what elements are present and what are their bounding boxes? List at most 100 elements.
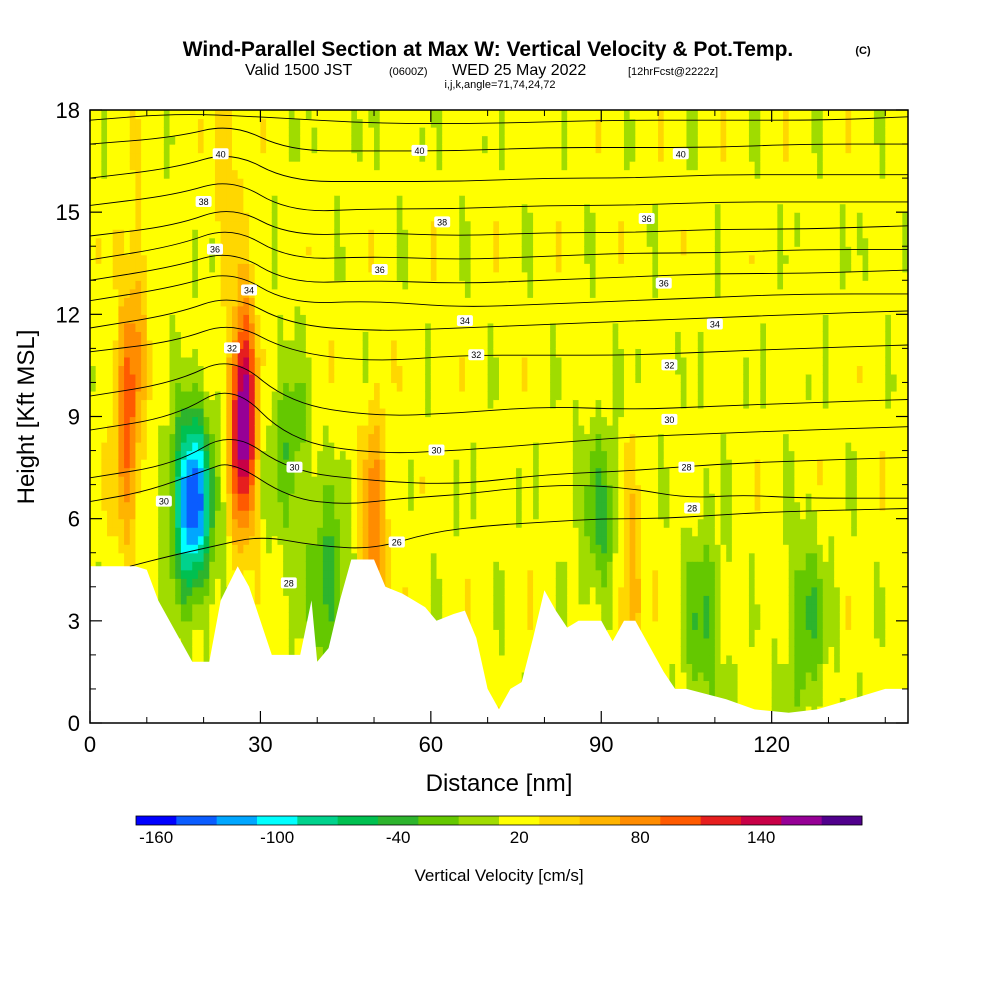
velocity-cell: [311, 544, 318, 554]
velocity-cell: [300, 237, 307, 247]
velocity-cell: [158, 510, 165, 520]
velocity-cell: [345, 433, 352, 443]
velocity-cell: [396, 288, 404, 298]
velocity-cell: [430, 399, 438, 409]
velocity-cell: [425, 186, 432, 196]
velocity-cell: [118, 263, 125, 273]
velocity-cell: [101, 373, 108, 384]
velocity-cell: [203, 127, 210, 137]
velocity-cell: [368, 365, 375, 375]
velocity-cell: [112, 416, 119, 426]
velocity-cell: [214, 382, 222, 392]
velocity-cell: [254, 203, 262, 213]
velocity-cell: [90, 518, 97, 528]
velocity-cell: [169, 271, 176, 281]
velocity-cell: [339, 450, 347, 460]
velocity-cell: [334, 459, 341, 469]
velocity-cell: [288, 527, 296, 537]
velocity-cell: [351, 390, 358, 401]
velocity-cell: [379, 561, 386, 571]
velocity-cell: [101, 288, 108, 298]
velocity-cell: [124, 459, 131, 469]
velocity-cell: [430, 169, 438, 179]
velocity-cell: [243, 484, 250, 494]
velocity-cell: [368, 271, 375, 281]
velocity-cell: [470, 144, 477, 154]
velocity-cell: [459, 552, 466, 562]
velocity-cell: [129, 510, 137, 520]
velocity-cell: [311, 629, 318, 639]
velocity-cell: [214, 365, 222, 375]
velocity-cell: [277, 220, 284, 230]
velocity-cell: [135, 161, 142, 171]
velocity-cell: [447, 578, 455, 588]
velocity-cell: [175, 246, 182, 256]
velocity-cell: [283, 348, 290, 358]
velocity-cell: [362, 110, 369, 120]
velocity-cell: [459, 263, 466, 273]
velocity-cell: [186, 535, 193, 545]
velocity-cell: [214, 127, 222, 137]
velocity-cell: [374, 365, 381, 375]
velocity-cell: [163, 331, 171, 341]
velocity-cell: [112, 535, 119, 545]
velocity-cell: [260, 331, 267, 341]
velocity-cell: [470, 467, 477, 477]
velocity-cell: [232, 416, 239, 426]
velocity-cell: [425, 263, 432, 273]
velocity-cell: [322, 569, 330, 579]
velocity-cell: [277, 178, 284, 188]
velocity-cell: [351, 322, 358, 332]
velocity-cell: [175, 407, 182, 418]
velocity-cell: [277, 595, 284, 605]
velocity-cell: [368, 510, 375, 520]
velocity-cell: [169, 161, 176, 171]
velocity-cell: [254, 246, 262, 256]
velocity-cell: [197, 390, 205, 401]
velocity-cell: [203, 314, 210, 324]
velocity-cell: [305, 339, 313, 349]
velocity-cell: [203, 518, 210, 528]
velocity-cell: [146, 195, 154, 205]
velocity-cell: [294, 595, 301, 605]
velocity-cell: [396, 271, 404, 281]
velocity-cell: [379, 544, 386, 554]
velocity-cell: [226, 527, 233, 537]
velocity-cell: [90, 152, 97, 162]
velocity-cell: [260, 544, 267, 554]
velocity-cell: [305, 254, 313, 264]
velocity-cell: [271, 322, 279, 332]
velocity-cell: [442, 501, 449, 511]
velocity-cell: [95, 527, 102, 537]
velocity-cell: [214, 544, 222, 554]
velocity-cell: [226, 331, 233, 341]
velocity-cell: [254, 152, 262, 162]
velocity-cell: [90, 161, 97, 171]
velocity-cell: [459, 169, 466, 179]
velocity-cell: [413, 510, 421, 520]
velocity-cell: [209, 331, 216, 341]
velocity-cell: [459, 416, 466, 426]
velocity-cell: [425, 246, 432, 256]
velocity-cell: [203, 510, 210, 520]
velocity-cell: [197, 552, 205, 562]
velocity-cell: [430, 561, 438, 571]
velocity-cell: [311, 467, 318, 477]
velocity-cell: [453, 467, 460, 477]
velocity-cell: [288, 246, 296, 256]
velocity-cell: [374, 305, 381, 315]
velocity-cell: [220, 280, 227, 290]
velocity-cell: [385, 263, 392, 273]
velocity-cell: [192, 271, 199, 281]
velocity-cell: [425, 561, 432, 571]
velocity-cell: [237, 305, 244, 315]
velocity-cell: [464, 297, 472, 307]
velocity-cell: [214, 578, 222, 588]
velocity-cell: [226, 178, 233, 188]
velocity-cell: [254, 305, 262, 315]
velocity-cell: [214, 220, 222, 230]
velocity-cell: [141, 476, 148, 486]
velocity-cell: [192, 297, 199, 307]
velocity-cell: [311, 476, 318, 486]
velocity-cell: [152, 510, 159, 520]
